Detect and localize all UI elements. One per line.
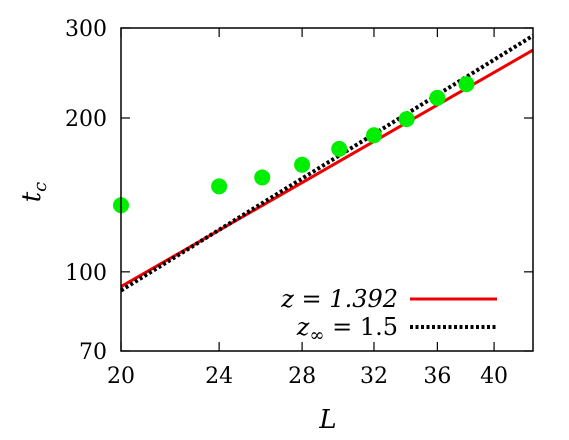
data-point: [365, 127, 382, 144]
data-point: [429, 89, 446, 106]
data-point: [458, 76, 475, 93]
data-point: [211, 178, 228, 195]
y-tick-label: 200: [65, 107, 107, 132]
y-axis-label: tc: [17, 182, 51, 203]
legend-label-0: z = 1.392: [280, 285, 398, 313]
data-point: [398, 111, 415, 128]
data-point: [254, 169, 271, 186]
plot-frame: [120, 27, 534, 352]
data-point: [294, 156, 311, 173]
x-tick-label: 40: [480, 364, 508, 389]
y-tick-label: 70: [79, 340, 107, 365]
legend-label-1: z∞ = 1.5: [296, 313, 398, 346]
x-tick-label: 28: [288, 364, 316, 389]
data-points-layer: [113, 76, 475, 214]
x-tick-label: 32: [360, 364, 388, 389]
data-point: [331, 140, 348, 157]
y-tick-label: 300: [65, 17, 107, 42]
legend-label-subscript: ∞: [309, 325, 324, 346]
x-axis-label: L: [318, 405, 336, 435]
y-tick-label: 100: [65, 261, 107, 286]
legend-label-main: z: [296, 313, 310, 341]
ticks-layer: 20 24 28 32 36 40 70 100 200 300: [65, 17, 533, 389]
legend-label-main: z = 1.392: [280, 285, 398, 313]
x-tick-label: 24: [205, 364, 233, 389]
x-tick-label: 20: [107, 364, 135, 389]
x-tick-label: 36: [423, 364, 451, 389]
legend-label-rest: = 1.5: [324, 313, 398, 341]
y-axis-label-subscript: c: [30, 182, 51, 192]
fit-line-z-inf-1-5: [119, 33, 535, 293]
fit-lines-layer: [119, 33, 535, 293]
